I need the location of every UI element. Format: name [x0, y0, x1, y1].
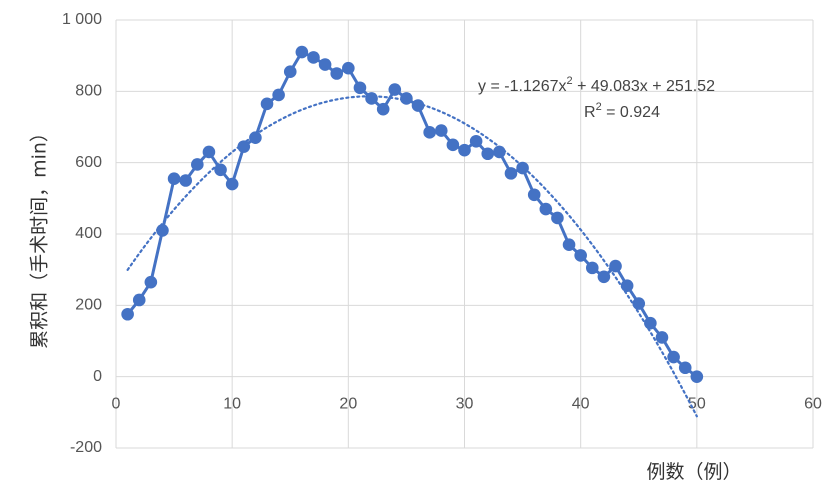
y-tick-label: -200	[70, 439, 102, 456]
data-point	[690, 370, 704, 383]
data-point	[260, 97, 274, 111]
data-point	[318, 58, 332, 71]
data-point	[527, 188, 541, 202]
data-point	[458, 143, 471, 157]
data-point	[585, 261, 599, 275]
data-point	[388, 83, 402, 96]
x-tick-label: 40	[572, 396, 590, 413]
data-point	[353, 81, 367, 95]
data-point	[283, 65, 297, 79]
data-point	[493, 145, 506, 159]
x-tick-label: 10	[223, 396, 241, 413]
data-point	[191, 158, 204, 171]
x-tick-label: 20	[339, 396, 357, 413]
data-point	[434, 124, 448, 137]
data-point	[655, 331, 669, 344]
data-point	[504, 167, 518, 180]
r2-superscript: 2	[596, 101, 602, 113]
r2-suffix: = 0.924	[602, 104, 660, 121]
data-point	[597, 270, 611, 284]
y-axis-title: 累积和（手术时间，min）	[29, 123, 51, 349]
data-point	[400, 92, 413, 105]
data-point	[144, 275, 158, 289]
y-tick-label: 1 000	[62, 11, 102, 28]
equation-suffix: + 49.083x + 251.52	[573, 78, 715, 95]
data-point	[516, 161, 529, 175]
data-point	[562, 238, 576, 251]
data-series	[121, 45, 704, 383]
equation-prefix: y = -1.1267x	[478, 78, 567, 95]
data-point	[469, 134, 483, 148]
x-tick-label: 0	[112, 396, 121, 413]
data-point	[167, 172, 181, 186]
data-point	[307, 51, 320, 64]
data-point	[225, 177, 239, 191]
y-tick-label: 0	[93, 368, 102, 385]
data-point	[667, 350, 680, 364]
data-point	[237, 140, 251, 153]
trendline-equation: y = -1.1267x2 + 49.083x + 251.52	[478, 75, 715, 95]
data-point	[620, 279, 634, 293]
data-point	[214, 163, 227, 177]
x-axis-ticks: 0 10 20 30 40 50 60	[112, 396, 822, 413]
data-point	[179, 174, 192, 187]
x-tick-label: 30	[456, 396, 474, 413]
x-axis-title: 例数（例）	[646, 461, 741, 483]
data-point	[678, 361, 692, 375]
data-point	[609, 259, 622, 273]
data-point	[539, 202, 553, 216]
data-point	[423, 126, 436, 139]
data-point	[411, 99, 425, 112]
y-tick-label: 600	[75, 154, 102, 171]
data-point	[481, 147, 495, 161]
r2-prefix: R	[584, 104, 596, 121]
r-squared-label: R2 = 0.924	[584, 101, 660, 121]
data-point	[365, 92, 378, 105]
data-point	[295, 45, 309, 59]
data-point	[446, 138, 460, 152]
data-point	[121, 307, 134, 321]
y-axis-ticks: -200 0 200 400 600 800 1 000	[62, 11, 102, 456]
data-point	[249, 131, 262, 144]
data-point	[132, 293, 146, 307]
data-point	[632, 297, 646, 310]
data-point	[574, 249, 587, 262]
data-point	[376, 102, 390, 116]
x-tick-label: 50	[688, 396, 706, 413]
data-point	[330, 67, 344, 80]
data-point	[272, 88, 285, 102]
data-point	[551, 211, 564, 225]
data-point	[156, 224, 169, 237]
y-tick-label: 400	[75, 225, 102, 242]
y-tick-label: 200	[75, 297, 102, 314]
y-tick-label: 800	[75, 83, 102, 100]
data-point	[202, 145, 216, 159]
data-point	[644, 316, 657, 330]
data-point	[342, 61, 355, 75]
equation-superscript: 2	[567, 75, 573, 87]
x-tick-label: 60	[804, 396, 822, 413]
